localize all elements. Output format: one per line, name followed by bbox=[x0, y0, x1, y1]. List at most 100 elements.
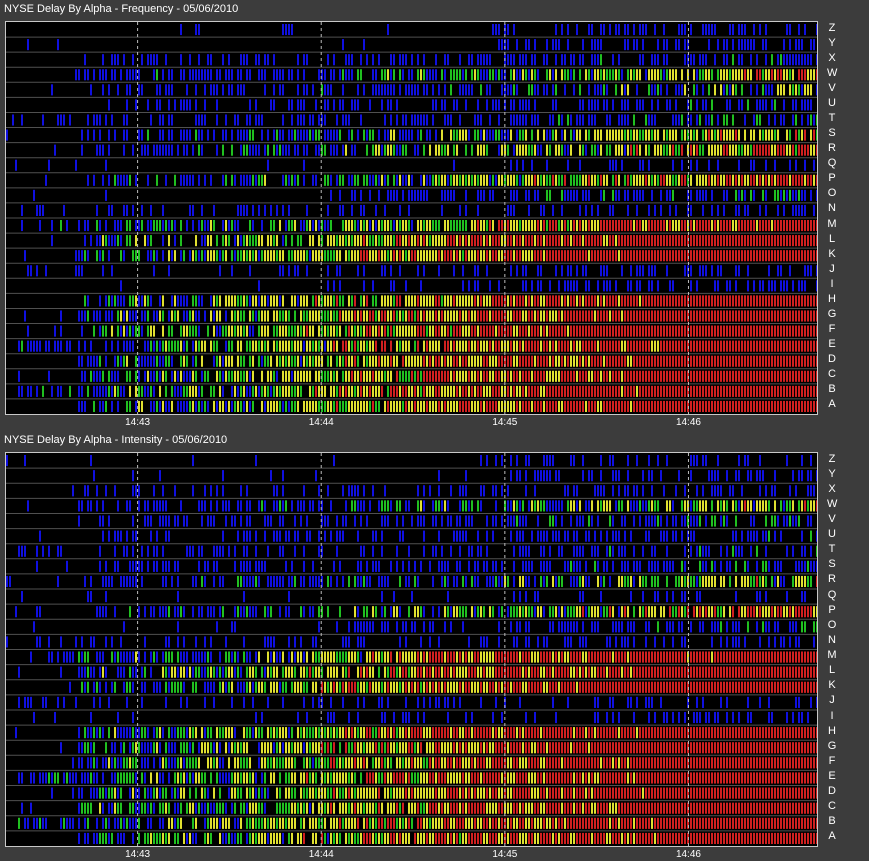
delay-cell bbox=[552, 69, 554, 81]
delay-cell bbox=[747, 235, 749, 247]
delay-cell bbox=[231, 69, 233, 81]
delay-cell bbox=[252, 174, 254, 186]
delay-cell bbox=[543, 470, 545, 482]
delay-cell bbox=[555, 84, 557, 96]
delay-cell bbox=[165, 400, 167, 412]
delay-cell bbox=[495, 235, 497, 247]
delay-cell bbox=[174, 485, 176, 497]
delay-cell bbox=[537, 69, 539, 81]
delay-cell bbox=[705, 325, 707, 337]
delay-cell bbox=[417, 500, 419, 512]
delay-cell bbox=[81, 250, 83, 262]
delay-cell bbox=[738, 204, 740, 216]
delay-cell bbox=[303, 144, 305, 156]
delay-cell bbox=[327, 325, 329, 337]
delay-cell bbox=[615, 24, 617, 36]
delay-cell bbox=[207, 325, 209, 337]
delay-cell bbox=[636, 84, 638, 96]
delay-cell bbox=[84, 340, 86, 352]
delay-cell bbox=[519, 235, 521, 247]
delay-cell bbox=[231, 220, 233, 232]
delay-cell bbox=[300, 235, 302, 247]
delay-cell bbox=[282, 69, 284, 81]
delay-cell bbox=[327, 235, 329, 247]
delay-cell bbox=[774, 129, 776, 141]
delay-cell bbox=[273, 250, 275, 262]
delay-cell bbox=[546, 174, 548, 186]
delay-cell bbox=[234, 370, 236, 382]
delay-cell bbox=[528, 340, 530, 352]
delay-cell bbox=[600, 174, 602, 186]
delay-cell bbox=[420, 295, 422, 307]
delay-cell bbox=[531, 144, 533, 156]
delay-cell bbox=[75, 69, 77, 81]
delay-cell bbox=[801, 235, 803, 247]
delay-cell bbox=[585, 310, 587, 322]
delay-cell bbox=[801, 530, 803, 542]
delay-cell bbox=[438, 295, 440, 307]
delay-cell bbox=[156, 84, 158, 96]
delay-cell bbox=[498, 340, 500, 352]
delay-cell bbox=[735, 69, 737, 81]
delay-cell bbox=[471, 340, 473, 352]
delay-cell bbox=[492, 485, 494, 497]
delay-cell bbox=[525, 485, 527, 497]
delay-cell bbox=[540, 235, 542, 247]
delay-cell bbox=[486, 455, 488, 467]
row-cells-G bbox=[24, 310, 817, 322]
delay-cell bbox=[210, 295, 212, 307]
delay-cell bbox=[351, 54, 353, 66]
delay-cell bbox=[603, 265, 605, 277]
delay-cell bbox=[252, 235, 254, 247]
delay-cell bbox=[552, 114, 554, 126]
delay-cell bbox=[573, 189, 575, 201]
delay-cell bbox=[141, 545, 143, 557]
delay-cell bbox=[564, 295, 566, 307]
delay-cell bbox=[81, 385, 83, 397]
delay-cell bbox=[474, 370, 476, 382]
delay-cell bbox=[582, 250, 584, 262]
delay-cell bbox=[474, 114, 476, 126]
delay-cell bbox=[717, 280, 719, 292]
delay-cell bbox=[273, 310, 275, 322]
delay-cell bbox=[255, 340, 257, 352]
delay-cell bbox=[684, 310, 686, 322]
delay-cell bbox=[330, 530, 332, 542]
delay-cell bbox=[444, 54, 446, 66]
delay-cell bbox=[396, 174, 398, 186]
delay-cell bbox=[270, 370, 272, 382]
delay-cell bbox=[723, 39, 725, 51]
delay-cell bbox=[765, 84, 767, 96]
delay-cell bbox=[723, 54, 725, 66]
delay-cell bbox=[750, 325, 752, 337]
delay-cell bbox=[372, 545, 374, 557]
delay-cell bbox=[447, 144, 449, 156]
delay-cell bbox=[318, 340, 320, 352]
delay-cell bbox=[747, 280, 749, 292]
delay-cell bbox=[279, 530, 281, 542]
delay-cell bbox=[741, 189, 743, 201]
delay-cell bbox=[360, 54, 362, 66]
delay-cell bbox=[498, 99, 500, 111]
delay-cell bbox=[438, 370, 440, 382]
delay-cell bbox=[432, 84, 434, 96]
delay-cell bbox=[237, 235, 239, 247]
delay-cell bbox=[513, 385, 515, 397]
row-cells-Y bbox=[93, 470, 817, 482]
delay-cell bbox=[810, 370, 812, 382]
delay-cell bbox=[708, 470, 710, 482]
delay-cell bbox=[672, 144, 674, 156]
delay-cell bbox=[288, 174, 290, 186]
delay-cell bbox=[699, 370, 701, 382]
delay-cell bbox=[78, 220, 80, 232]
row-cells-U bbox=[108, 99, 812, 111]
delay-cell bbox=[594, 99, 596, 111]
delay-cell bbox=[585, 370, 587, 382]
delay-cell bbox=[309, 400, 311, 412]
delay-cell bbox=[252, 220, 254, 232]
delay-cell bbox=[318, 400, 320, 412]
delay-cell bbox=[612, 515, 614, 527]
delay-cell bbox=[525, 515, 527, 527]
delay-cell bbox=[267, 340, 269, 352]
delay-cell bbox=[492, 385, 494, 397]
